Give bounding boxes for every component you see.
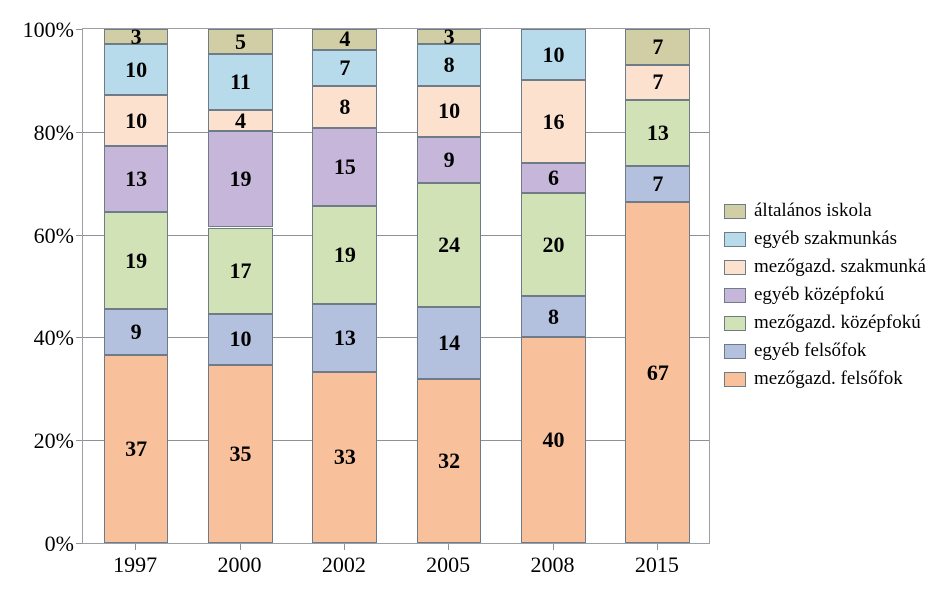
- segment-mezogazd_felsofok: [208, 365, 273, 543]
- bar-1997: 379191310103: [104, 29, 169, 543]
- legend-item-egyeb_kozepfoku: egyéb középfokú: [724, 284, 924, 306]
- y-tick-label: 40%: [12, 325, 74, 351]
- x-tick-label: 1997: [113, 552, 157, 578]
- segment-mezogazd_kozepfoku: [208, 228, 273, 315]
- segment-mezogazd_szakmunkas: [417, 86, 482, 137]
- segment-altalanos_iskola: [417, 29, 482, 44]
- segment-mezogazd_kozepfoku: [625, 100, 690, 166]
- legend-swatch: [724, 316, 746, 331]
- segment-egyeb_kozepfoku: [312, 128, 377, 206]
- x-tick-mark: [135, 544, 136, 550]
- x-tick-mark: [553, 544, 554, 550]
- legend-swatch: [724, 260, 746, 275]
- segment-altalanos_iskola: [208, 29, 273, 54]
- segment-egyeb_felsofok: [312, 304, 377, 371]
- bar-2002: 33131915874: [312, 29, 377, 543]
- legend: általános iskola egyéb szakmunkás mezőgazd…: [724, 200, 924, 396]
- y-tick-label: 100%: [12, 17, 74, 43]
- y-tick-label: 60%: [12, 223, 74, 249]
- y-tick-mark: [76, 337, 82, 338]
- segment-egyeb_kozepfoku: [208, 131, 273, 228]
- x-tick-mark: [344, 544, 345, 550]
- segment-mezogazd_kozepfoku: [417, 183, 482, 306]
- x-tick-mark: [448, 544, 449, 550]
- x-tick-label: 2000: [218, 552, 262, 578]
- segment-egyeb_kozepfoku: [417, 137, 482, 183]
- plot-area: 379191310103 351017194115 33131915874 32142…: [82, 28, 710, 544]
- segment-mezogazd_szakmunkas: [521, 80, 586, 162]
- gridline: [83, 440, 709, 441]
- x-tick-mark: [657, 544, 658, 550]
- segment-mezogazd_szakmunkas: [312, 86, 377, 128]
- segment-egyeb_felsofok: [104, 309, 169, 355]
- legend-label: mezőgazd. felsőfok: [754, 368, 903, 390]
- legend-swatch: [724, 372, 746, 387]
- segment-egyeb_kozepfoku: [104, 146, 169, 212]
- gridline: [83, 235, 709, 236]
- legend-swatch: [724, 288, 746, 303]
- segment-egyeb_felsofok: [625, 166, 690, 202]
- y-tick-mark: [76, 132, 82, 133]
- y-tick-label: 0%: [12, 531, 74, 557]
- x-tick-label: 2015: [635, 552, 679, 578]
- stacked-bar-chart: 379191310103 351017194115 33131915874 32142…: [12, 8, 914, 598]
- segment-mezogazd_felsofok: [521, 337, 586, 543]
- legend-label: egyéb szakmunkás: [754, 228, 897, 250]
- segment-egyeb_felsofok: [417, 307, 482, 379]
- gridline: [83, 337, 709, 338]
- segment-mezogazd_kozepfoku: [312, 206, 377, 305]
- segment-mezogazd_kozepfoku: [104, 212, 169, 309]
- y-tick-label: 80%: [12, 120, 74, 146]
- gridline: [83, 132, 709, 133]
- legend-label: mezőgazd. középfokú: [754, 312, 921, 334]
- segment-altalanos_iskola: [104, 29, 169, 44]
- y-tick-mark: [76, 440, 82, 441]
- segment-egyeb_szakmunkas: [208, 54, 273, 110]
- segment-altalanos_iskola: [312, 29, 377, 50]
- segment-egyeb_felsofok: [521, 296, 586, 337]
- segment-mezogazd_felsofok: [104, 355, 169, 543]
- legend-item-mezogazd_felsofok: mezőgazd. felsőfok: [724, 368, 924, 390]
- bar-2005: 32142491083: [417, 29, 482, 543]
- x-tick-label: 2002: [322, 552, 366, 578]
- segment-altalanos_iskola: [625, 29, 690, 65]
- segment-mezogazd_felsofok: [312, 372, 377, 543]
- segment-mezogazd_felsofok: [417, 379, 482, 543]
- segment-egyeb_kozepfoku: [521, 163, 586, 194]
- x-tick-label: 2008: [531, 552, 575, 578]
- y-tick-mark: [76, 29, 82, 30]
- segment-egyeb_szakmunkas: [104, 44, 169, 95]
- x-tick-mark: [240, 544, 241, 550]
- segment-egyeb_szakmunkas: [417, 44, 482, 85]
- legend-label: általános iskola: [754, 200, 872, 222]
- legend-label: egyéb felsőfok: [754, 340, 866, 362]
- y-tick-mark: [76, 543, 82, 544]
- legend-label: egyéb középfokú: [754, 284, 884, 306]
- legend-item-egyeb_felsofok: egyéb felsőfok: [724, 340, 924, 362]
- segment-egyeb_felsofok: [208, 314, 273, 365]
- legend-item-mezogazd_kozepfoku: mezőgazd. középfokú: [724, 312, 924, 334]
- legend-swatch: [724, 344, 746, 359]
- segment-mezogazd_szakmunkas: [104, 95, 169, 146]
- legend-label: mezőgazd. szakmunkás: [754, 256, 926, 278]
- bar-2000: 351017194115: [208, 29, 273, 543]
- segment-egyeb_szakmunkas: [521, 29, 586, 80]
- segment-mezogazd_kozepfoku: [521, 193, 586, 296]
- y-tick-mark: [76, 235, 82, 236]
- bar-2008: 4082061610: [521, 29, 586, 543]
- x-tick-label: 2005: [426, 552, 470, 578]
- segment-mezogazd_szakmunkas: [208, 110, 273, 130]
- legend-item-mezogazd_szakmunkas: mezőgazd. szakmunkás: [724, 256, 924, 278]
- legend-item-egyeb_szakmunkas: egyéb szakmunkás: [724, 228, 924, 250]
- legend-swatch: [724, 232, 746, 247]
- bar-2015: 6771377: [625, 29, 690, 543]
- y-tick-label: 20%: [12, 428, 74, 454]
- segment-mezogazd_szakmunkas: [625, 65, 690, 101]
- legend-swatch: [724, 204, 746, 219]
- segment-mezogazd_felsofok: [625, 202, 690, 543]
- legend-item-altalanos_iskola: általános iskola: [724, 200, 924, 222]
- segment-egyeb_szakmunkas: [312, 50, 377, 86]
